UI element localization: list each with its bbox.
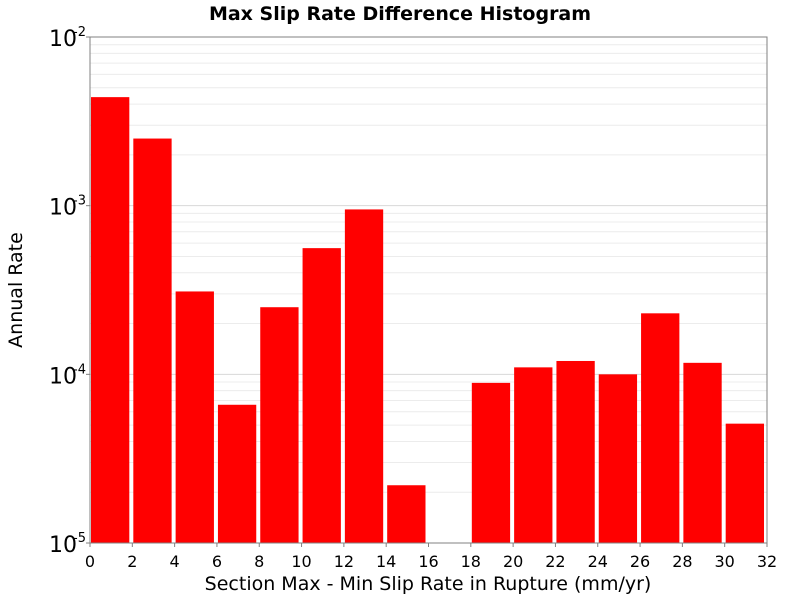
histogram-bar-10 [556,360,595,543]
x-tick-label: 4 [170,552,180,571]
histogram-bar-5 [302,248,341,543]
x-tick-label: 2 [127,552,137,571]
x-tick-label: 28 [672,552,692,571]
x-tick-label: 16 [418,552,438,571]
histogram-bar-8 [471,382,511,543]
y-tick-label: 10 [49,364,77,389]
histogram-bar-11 [598,374,638,543]
y-tick-exponent: -3 [73,194,86,209]
y-tick-label: 10 [49,27,77,52]
y-tick-label: 10 [49,196,77,221]
x-tick-label: 18 [461,552,481,571]
y-axis-ticks: 10-210-310-410-5 [49,25,90,558]
x-tick-label: 0 [85,552,95,571]
histogram-bar-3 [217,404,257,543]
y-tick-exponent: -5 [73,531,86,546]
histogram-bar-7 [387,485,426,543]
histogram-bar-1 [133,138,172,543]
x-tick-label: 10 [291,552,311,571]
histogram-bar-6 [344,209,384,543]
y-tick-exponent: -2 [73,25,86,40]
histogram-bar-12 [641,313,680,543]
histogram-bar-14 [725,423,764,543]
x-axis-label: Section Max - Min Slip Rate in Rupture (… [205,573,652,595]
x-tick-label: 20 [503,552,523,571]
x-tick-label: 6 [212,552,222,571]
histogram-bar-4 [260,307,299,543]
x-tick-label: 26 [630,552,650,571]
x-tick-label: 22 [545,552,565,571]
x-tick-label: 8 [254,552,264,571]
x-tick-label: 30 [715,552,735,571]
bars [91,97,764,544]
histogram-bar-13 [683,362,722,543]
histogram-bar-9 [514,367,553,543]
histogram-bar-0 [91,97,130,544]
y-tick-label: 10 [49,533,77,558]
histogram-bar-2 [175,291,214,543]
x-tick-label: 24 [588,552,608,571]
x-tick-label: 14 [376,552,396,571]
y-tick-exponent: -4 [73,362,86,377]
chart-title: Max Slip Rate Difference Histogram [209,3,591,25]
y-axis-label: Annual Rate [5,232,27,348]
x-axis-ticks: 0 2 4 6 8 10 12 14 16 18 20 22 24 26 28 30 32 [85,543,777,571]
x-tick-label: 12 [334,552,354,571]
x-tick-label: 32 [757,552,777,571]
